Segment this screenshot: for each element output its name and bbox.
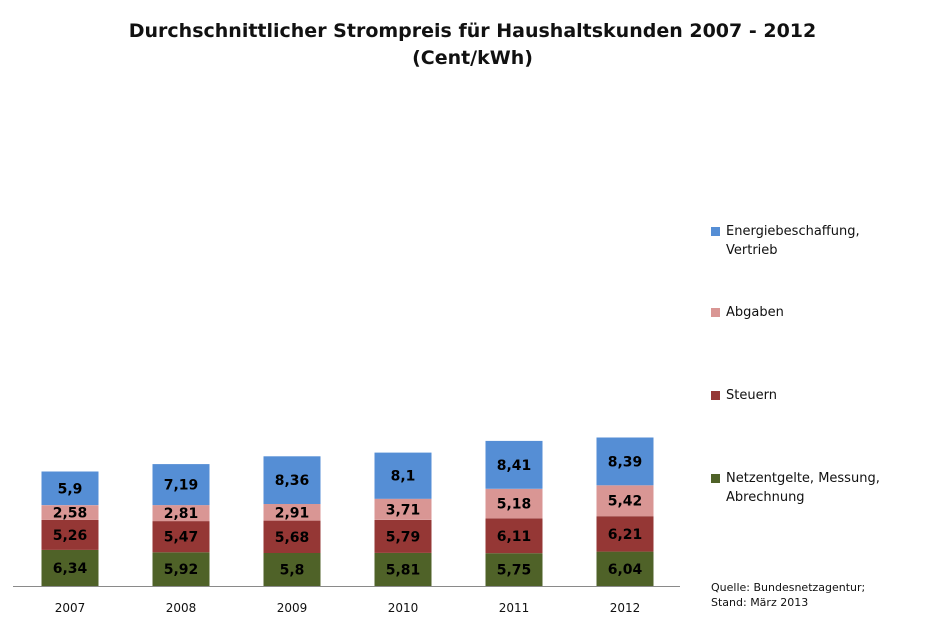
legend-swatch: [711, 308, 720, 317]
bar-segment-2011-s1: [485, 518, 543, 554]
legend-label: Abgaben: [726, 303, 896, 322]
data-label-2012-s2: 5,42: [608, 494, 643, 510]
bar-segment-2011-s0: [485, 553, 543, 586]
chart-title: Durchschnittlicher Strompreis für Hausha…: [0, 18, 931, 72]
bar-segment-2007-s0: [41, 549, 99, 586]
bar-segment-2010-s3: [374, 452, 432, 499]
legend-item: Netzentgelte, Messung, Abrechnung: [711, 469, 896, 507]
bar-segment-2012-s0: [596, 551, 654, 586]
data-label-2012-s0: 6,04: [608, 562, 643, 578]
data-label-2008-s3: 7,19: [164, 478, 199, 494]
data-label-2010-s0: 5,81: [386, 562, 421, 578]
bar-segment-2010-s0: [374, 552, 432, 586]
bar-segment-2009-s1: [263, 520, 321, 553]
bar-segment-2012-s1: [596, 516, 654, 552]
data-label-2009-s1: 5,68: [275, 530, 310, 546]
bar-segment-2010-s1: [374, 519, 432, 553]
bar-segment-2007-s3: [41, 471, 99, 506]
legend-item: Abgaben: [711, 303, 896, 322]
bar-segment-2008-s1: [152, 521, 210, 553]
x-tick-label-2011: 2011: [499, 601, 530, 615]
legend-swatch: [711, 227, 720, 236]
data-label-2011-s3: 8,41: [497, 458, 532, 474]
bar-segment-2009-s3: [263, 456, 321, 504]
data-label-2012-s1: 6,21: [608, 527, 643, 543]
legend-swatch: [711, 391, 720, 400]
data-label-2007-s0: 6,34: [53, 561, 88, 577]
data-label-2008-s1: 5,47: [164, 530, 199, 546]
legend-label: Steuern: [726, 386, 896, 405]
legend-label-line: Steuern: [726, 388, 777, 403]
bar-segment-2010-s2: [374, 498, 432, 520]
x-tick-label-2009: 2009: [277, 601, 308, 615]
legend-label-line: Netzentgelte, Messung,: [726, 471, 880, 486]
data-label-2010-s2: 3,71: [386, 502, 421, 518]
legend-label: Netzentgelte, Messung, Abrechnung: [726, 469, 896, 507]
data-label-2007-s3: 5,9: [58, 481, 83, 497]
legend-label-line: Energiebeschaffung,: [726, 224, 860, 239]
bar-segment-2012-s2: [596, 485, 654, 517]
bar-segment-2011-s3: [485, 440, 543, 489]
legend-label: Energiebeschaffung, Vertrieb: [726, 222, 896, 260]
bar-segment-2008-s3: [152, 464, 210, 506]
x-tick-label-2007: 2007: [55, 601, 86, 615]
data-label-2011-s2: 5,18: [497, 497, 532, 513]
data-label-2009-s3: 8,36: [275, 473, 310, 489]
bar-segment-2012-s3: [596, 437, 654, 486]
bar-segment-2007-s2: [41, 505, 99, 520]
bar-segment-2007-s1: [41, 519, 99, 550]
source-note: Quelle: Bundesnetzagentur; Stand: März 2…: [711, 580, 911, 610]
chart-title-line-2: (Cent/kWh): [412, 47, 533, 69]
bar-segment-2008-s2: [152, 505, 210, 522]
data-label-2008-s0: 5,92: [164, 562, 199, 578]
legend-label-line: Abrechnung: [726, 490, 805, 505]
legend-label-line: Vertrieb: [726, 243, 778, 258]
data-label-2008-s2: 2,81: [164, 506, 199, 522]
data-label-2009-s2: 2,91: [275, 505, 310, 521]
legend-swatch: [711, 474, 720, 483]
data-label-2011-s0: 5,75: [497, 563, 532, 579]
chart-title-line-1: Durchschnittlicher Strompreis für Hausha…: [128, 20, 817, 42]
source-note-line-1: Quelle: Bundesnetzagentur;: [711, 581, 866, 594]
source-note-line-2: Stand: März 2013: [711, 596, 809, 609]
data-label-2007-s1: 5,26: [53, 528, 88, 544]
x-tick-label-2010: 2010: [388, 601, 419, 615]
x-tick-label-2012: 2012: [610, 601, 641, 615]
legend-item: Steuern: [711, 386, 896, 405]
data-label-2011-s1: 6,11: [497, 529, 532, 545]
bar-segment-2009-s0: [263, 552, 321, 586]
data-label-2010-s3: 8,1: [391, 469, 416, 485]
data-label-2012-s3: 8,39: [608, 454, 643, 470]
bar-segment-2011-s2: [485, 488, 543, 519]
bar-segment-2009-s2: [263, 504, 321, 521]
data-label-2009-s0: 5,8: [280, 563, 305, 579]
legend-label-line: Abgaben: [726, 305, 784, 320]
x-tick-label-2008: 2008: [166, 601, 197, 615]
data-label-2010-s1: 5,79: [386, 529, 421, 545]
bar-segment-2008-s0: [152, 552, 210, 586]
data-label-2007-s2: 2,58: [53, 506, 88, 522]
legend-item: Energiebeschaffung, Vertrieb: [711, 222, 896, 260]
